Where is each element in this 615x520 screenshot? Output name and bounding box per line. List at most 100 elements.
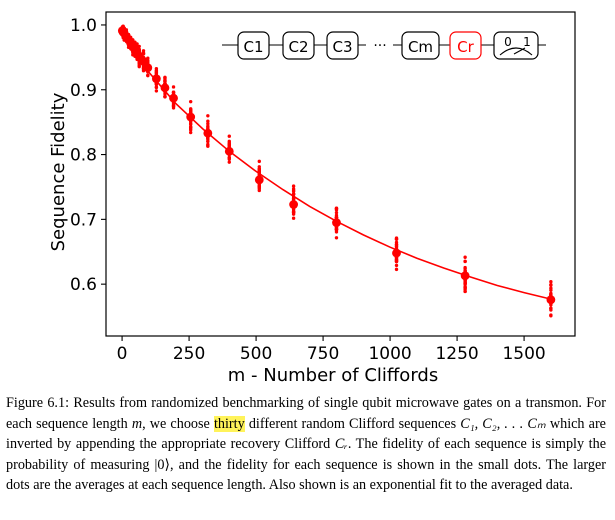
sequence-point	[154, 89, 159, 93]
rb-figure: 0 250 500 750 1000 1250 1500 0.6 0.7 0.8 0.9 1.0 m …	[48, 11, 576, 386]
average-point	[203, 128, 213, 138]
average-points	[117, 26, 556, 305]
caption-text: Figure 6.1: Results from randomized benc…	[6, 395, 606, 432]
x-tick-label: 1250	[435, 344, 478, 364]
sequence-point	[206, 142, 210, 147]
sequence-point	[154, 85, 159, 89]
gate-c1-label: C1	[243, 38, 263, 56]
sequence-point	[206, 119, 210, 123]
gate-c3-label: C3	[332, 38, 352, 56]
sequence-point	[463, 255, 467, 259]
sequence-point	[188, 128, 193, 132]
meter-icon	[499, 47, 533, 56]
sequence-point	[549, 306, 553, 311]
sequence-point	[291, 209, 296, 213]
measure-label-1: 1	[523, 35, 531, 49]
fit-curve	[121, 29, 552, 300]
sequence-point	[257, 184, 261, 189]
measurement-box: 0 1	[493, 31, 539, 60]
sequence-point	[549, 291, 553, 296]
sequence-point	[257, 165, 261, 169]
x-tick-label: 750	[307, 344, 339, 364]
average-point	[186, 112, 196, 122]
caption-math: m	[131, 415, 143, 432]
highlighted-word: thirty	[213, 415, 245, 432]
sequence-point	[394, 236, 399, 240]
sequence-point	[334, 227, 339, 231]
sequence-point	[394, 267, 399, 272]
sequence-point	[394, 259, 399, 264]
gate-cr: Cr	[449, 31, 482, 60]
sequence-point	[188, 99, 193, 104]
y-axis-label: Sequence Fidelity	[48, 92, 69, 251]
sequence-point	[463, 280, 467, 284]
sequence-point	[291, 216, 296, 220]
sequence-point	[188, 121, 193, 126]
gate-c1: C1	[237, 31, 270, 60]
caption-math: C₁, C₂, . . . Cₘ	[460, 415, 546, 432]
x-tick-label: 0	[117, 344, 128, 364]
x-axis-label: m - Number of Cliffords	[228, 365, 438, 386]
caption-text: which are inverted by appending the appr…	[6, 415, 606, 453]
sequence-point	[227, 160, 231, 164]
sequence-point	[227, 155, 231, 160]
average-point	[392, 248, 401, 258]
sequence-point	[257, 188, 261, 193]
caption-text: different random Clifford sequences	[244, 415, 461, 432]
sequence-point	[154, 70, 159, 75]
average-point	[289, 200, 298, 209]
sequence-point	[188, 130, 193, 135]
sequence-point	[334, 236, 339, 240]
sequence-point	[227, 134, 231, 138]
sequence-point	[257, 159, 261, 164]
y-tick-label: 0.8	[70, 146, 97, 166]
y-tick-label: 0.9	[70, 81, 97, 101]
sequence-point	[549, 283, 553, 287]
sequence-point	[549, 313, 553, 317]
gate-c3: C3	[326, 31, 359, 60]
average-point	[169, 93, 178, 103]
average-point	[151, 74, 161, 84]
sequence-point	[463, 286, 467, 291]
gate-c2: C2	[282, 31, 315, 60]
sequence-points	[120, 24, 553, 318]
sequence-point	[334, 207, 339, 211]
circuit-inset: C1 C2 C3 ··· Cm Cr 0 1	[222, 31, 546, 60]
sequence-point	[137, 64, 141, 69]
y-tick-label: 1.0	[70, 16, 97, 36]
x-tick-label: 250	[173, 344, 205, 364]
plot-frame	[105, 11, 576, 337]
x-tick-label: 1000	[368, 344, 411, 364]
average-point	[460, 271, 470, 281]
x-tick-label: 1500	[502, 344, 545, 364]
sequence-point	[171, 104, 176, 108]
sequence-point	[463, 259, 467, 263]
sequence-point	[291, 192, 296, 196]
sequence-point	[227, 143, 231, 148]
axis-ticks: 0 250 500 750 1000 1250 1500 0.6 0.7 0.8 0.9 1.0	[70, 16, 546, 364]
gate-ellipsis: ···	[373, 38, 386, 54]
gate-cm-label: Cm	[408, 38, 433, 56]
sequence-point	[171, 85, 176, 89]
x-tick-label: 500	[240, 344, 272, 364]
gate-cm: Cm	[401, 31, 440, 60]
caption-text: . The fidelity of each sequence is simpl…	[6, 436, 606, 494]
y-tick-label: 0.6	[70, 275, 97, 295]
sequence-point	[206, 136, 210, 141]
sequence-point	[549, 286, 553, 290]
caption-text: , we choose	[142, 415, 214, 432]
average-point	[139, 56, 148, 66]
sequence-point	[227, 141, 231, 145]
average-point	[143, 63, 153, 73]
average-point	[332, 218, 341, 228]
sequence-point	[146, 73, 150, 78]
gate-cr-label: Cr	[457, 38, 474, 56]
sequence-point	[206, 114, 210, 118]
average-point	[160, 83, 170, 93]
sequence-point	[206, 122, 210, 126]
average-point	[254, 175, 264, 185]
gate-c2-label: C2	[288, 38, 308, 56]
y-tick-label: 0.7	[70, 210, 97, 230]
exponential-fit	[121, 29, 552, 300]
measure-label-0: 0	[504, 35, 512, 49]
